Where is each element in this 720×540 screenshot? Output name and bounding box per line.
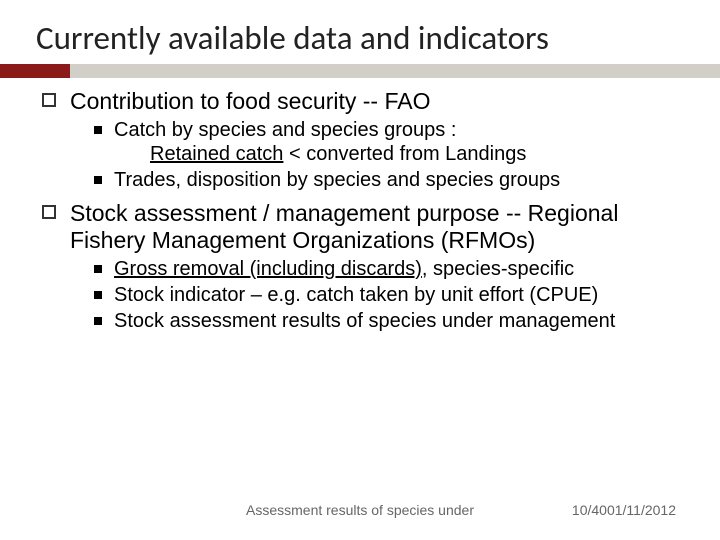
bullet-level2: Stock assessment results of species unde… bbox=[94, 309, 684, 333]
bullet-level2: Gross removal (including discards), spec… bbox=[94, 257, 684, 281]
bullet-level2: Stock indicator – e.g. catch taken by un… bbox=[94, 283, 684, 307]
bullet-text: Gross removal (including discards), spec… bbox=[114, 257, 574, 281]
bullet-level2: Trades, disposition by species and speci… bbox=[94, 168, 684, 192]
sub-bullets: Catch by species and species groups : Re… bbox=[42, 118, 684, 192]
bullet-level1: Contribution to food security -- FAO bbox=[42, 88, 684, 114]
slide-title: Currently available data and indicators bbox=[36, 18, 684, 58]
filled-square-icon bbox=[94, 291, 102, 299]
accent-gray bbox=[70, 64, 720, 78]
bullet-text: Stock assessment results of species unde… bbox=[114, 309, 615, 333]
sub-text: Catch by species and species groups : bbox=[114, 119, 456, 141]
accent-red bbox=[0, 64, 70, 78]
filled-square-icon bbox=[94, 317, 102, 325]
content-area: Contribution to food security -- FAO Cat… bbox=[36, 78, 684, 333]
bullet-level2: Catch by species and species groups : Re… bbox=[94, 118, 684, 166]
continuation-line: Retained catch < converted from Landings bbox=[114, 142, 526, 166]
filled-square-icon bbox=[94, 126, 102, 134]
hollow-square-icon bbox=[42, 205, 56, 219]
filled-square-icon bbox=[94, 176, 102, 184]
hollow-square-icon bbox=[42, 93, 56, 107]
bullet-text: Stock indicator – e.g. catch taken by un… bbox=[114, 283, 598, 307]
sub-bullets: Gross removal (including discards), spec… bbox=[42, 257, 684, 333]
bullet-text: Trades, disposition by species and speci… bbox=[114, 168, 560, 192]
bullet-text: Stock assessment / management purpose --… bbox=[70, 200, 684, 253]
bullet-text: Contribution to food security -- FAO bbox=[70, 88, 431, 114]
bullet-level1: Stock assessment / management purpose --… bbox=[42, 200, 684, 253]
bullet-text: Catch by species and species groups : Re… bbox=[114, 118, 526, 166]
slide: Currently available data and indicators … bbox=[0, 0, 720, 540]
filled-square-icon bbox=[94, 265, 102, 273]
accent-bar bbox=[0, 64, 720, 78]
